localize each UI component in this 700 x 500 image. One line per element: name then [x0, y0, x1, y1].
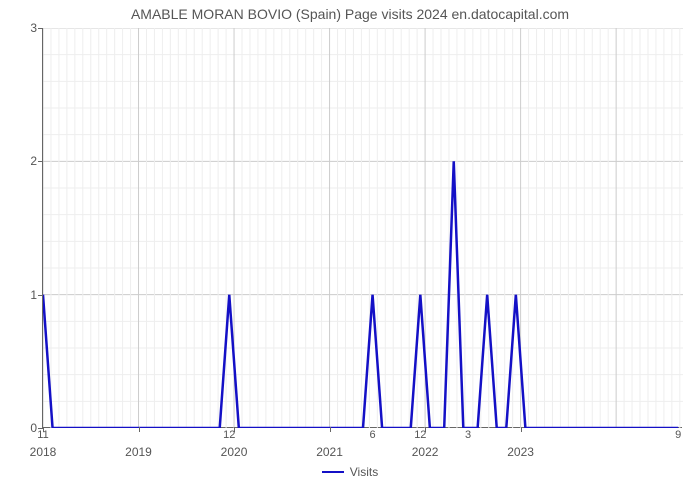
- legend-swatch: [322, 471, 344, 473]
- y-tick-label: 1: [30, 288, 43, 302]
- x-month-label: 11: [37, 427, 48, 441]
- x-month-label: 12: [414, 427, 426, 441]
- x-year-label: 2019: [125, 427, 152, 459]
- legend: Visits: [0, 462, 700, 479]
- chart-svg: [43, 28, 683, 428]
- chart-container: AMABLE MORAN BOVIO (Spain) Page visits 2…: [0, 0, 700, 500]
- x-month-label: 12: [223, 427, 235, 441]
- y-tick-label: 2: [30, 154, 43, 168]
- chart-title: AMABLE MORAN BOVIO (Spain) Page visits 2…: [0, 6, 700, 22]
- y-tick-label: 3: [30, 21, 43, 35]
- legend-label: Visits: [350, 465, 378, 479]
- x-year-label: 2021: [316, 427, 343, 459]
- plot-area: 0123201820192020202120222023111261239: [42, 28, 682, 428]
- x-month-label: 6: [369, 427, 375, 441]
- x-year-label: 2023: [507, 427, 534, 459]
- x-month-label: 3: [465, 427, 471, 441]
- legend-item-visits: Visits: [322, 465, 378, 479]
- x-month-label: 9: [675, 427, 681, 441]
